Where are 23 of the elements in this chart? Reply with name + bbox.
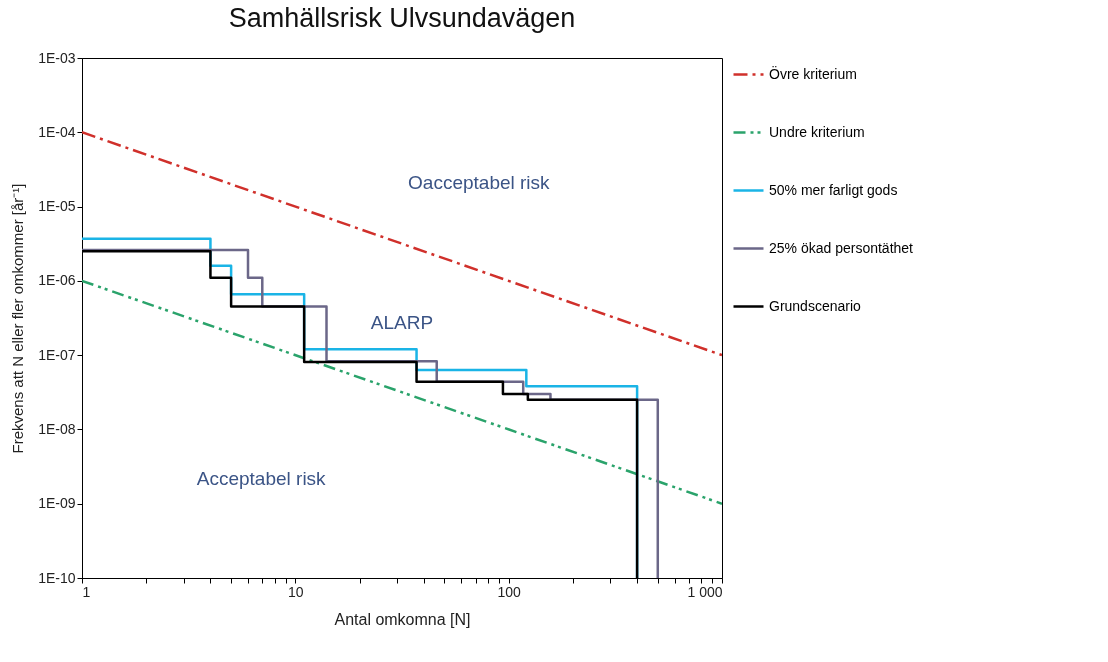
y-axis-title: Frekvens att N eller fler omkommer [år⁻¹] <box>9 183 27 454</box>
legend-label: Övre kriterium <box>769 64 857 82</box>
annotation: Acceptabel risk <box>196 468 327 490</box>
x-tick-label: 10 <box>288 583 304 600</box>
y-tick-label: 1E-03 <box>38 49 76 66</box>
y-tick-label: 1E-09 <box>38 495 76 512</box>
legend-label: 25% ökad persontäthet <box>769 239 914 256</box>
annotation: Oacceptabel risk <box>408 171 551 193</box>
legend-label: 50% mer farligt gods <box>769 181 898 198</box>
y-tick-label: 1E-06 <box>38 272 76 289</box>
y-tick-label: 1E-07 <box>38 346 76 363</box>
x-tick-label: 100 <box>497 583 522 600</box>
legend-label: Undre kriterium <box>769 123 865 140</box>
y-tick-label: 1E-08 <box>38 420 76 437</box>
y-tick-label: 1E-04 <box>38 123 76 140</box>
y-tick-label: 1E-10 <box>38 569 76 586</box>
y-tick-label: 1E-05 <box>38 198 76 215</box>
legend-label: Grundscenario <box>769 297 862 314</box>
chart-title: Samhällsrisk Ulvsundavägen <box>228 3 576 33</box>
x-tick-label: 1 <box>82 583 91 600</box>
x-tick-label: 1 000 <box>687 583 723 600</box>
x-axis-title: Antal omkomna [N] <box>334 610 471 628</box>
annotation: ALARP <box>370 312 434 334</box>
